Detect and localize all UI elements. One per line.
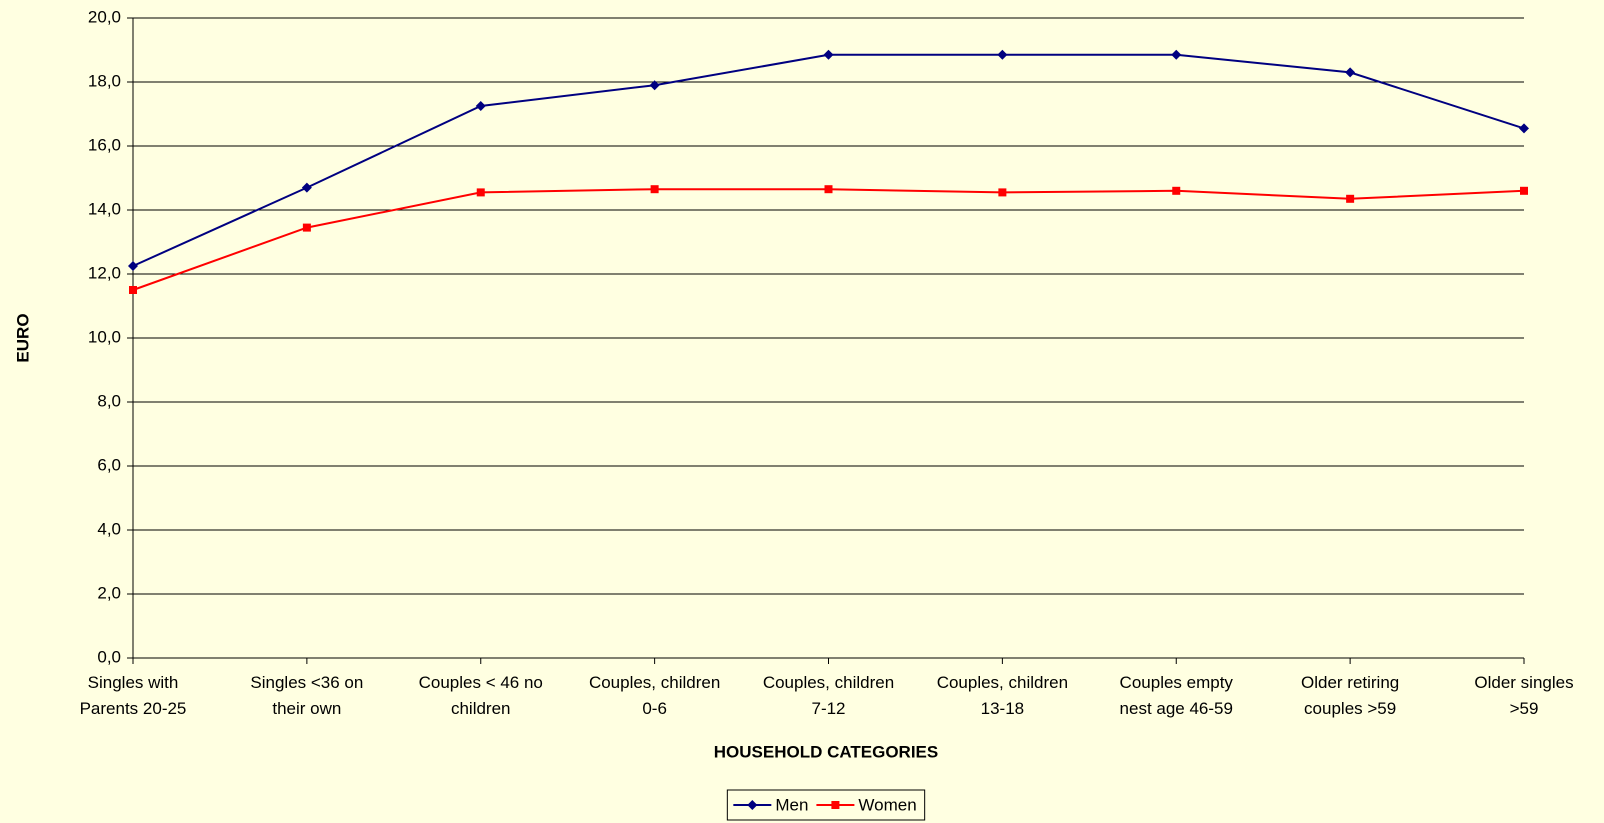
x-tick-label: Couples < 46 no children: [418, 673, 543, 718]
y-tick-label: 14,0: [88, 199, 121, 218]
y-axis-title: EURO: [13, 313, 32, 362]
y-tick-label: 2,0: [97, 583, 121, 602]
point: [475, 101, 486, 111]
legend-item: Women: [816, 795, 917, 814]
point: [1519, 123, 1529, 134]
x-tick-label: Older singles >59: [1474, 673, 1574, 718]
point: [128, 261, 138, 271]
point: [1346, 194, 1355, 203]
x-tick-label: Singles with Parents 20-25: [79, 673, 187, 718]
x-tick-label: Couples, children 7-12: [762, 673, 895, 718]
series-line: [132, 188, 1525, 291]
y-tick-label: 16,0: [88, 135, 121, 154]
point: [824, 185, 833, 194]
y-tick-label: 8,0: [97, 391, 121, 410]
x-tick-label: Couples empty nest age 46-59: [1119, 673, 1233, 718]
point: [1520, 186, 1528, 195]
point: [476, 188, 485, 197]
point: [1345, 67, 1356, 78]
point: [831, 801, 840, 809]
y-tick-label: 4,0: [97, 519, 121, 538]
legend-label: Women: [858, 795, 916, 814]
x-tick-label: Singles <36 on their own: [250, 673, 364, 718]
y-tick-label: 0,0: [97, 647, 121, 666]
point: [301, 182, 312, 193]
x-axis-title: HOUSEHOLD CATEGORIES: [714, 742, 938, 761]
series-line: [132, 53, 1525, 267]
point: [129, 286, 137, 294]
y-tick-label: 18,0: [88, 71, 121, 90]
y-tick-label: 10,0: [88, 327, 121, 346]
point: [998, 188, 1007, 197]
point: [1172, 186, 1181, 195]
point: [997, 49, 1008, 60]
y-tick-label: 6,0: [97, 455, 121, 474]
x-tick-label: Couples, children 13-18: [936, 673, 1069, 718]
legend-label: Men: [775, 795, 808, 814]
y-tick-label: 12,0: [88, 263, 121, 282]
x-tick-label: Older retiring couples >59: [1300, 673, 1400, 718]
legend-item: Men: [733, 795, 808, 814]
x-tick-label: Couples, children 0-6: [588, 673, 721, 718]
point: [1171, 49, 1182, 60]
point: [650, 185, 659, 194]
point: [649, 80, 660, 91]
point: [747, 800, 758, 810]
y-tick-label: 20,0: [88, 7, 121, 26]
legend: Men Women: [726, 789, 926, 821]
point: [823, 49, 834, 60]
point: [302, 223, 311, 232]
